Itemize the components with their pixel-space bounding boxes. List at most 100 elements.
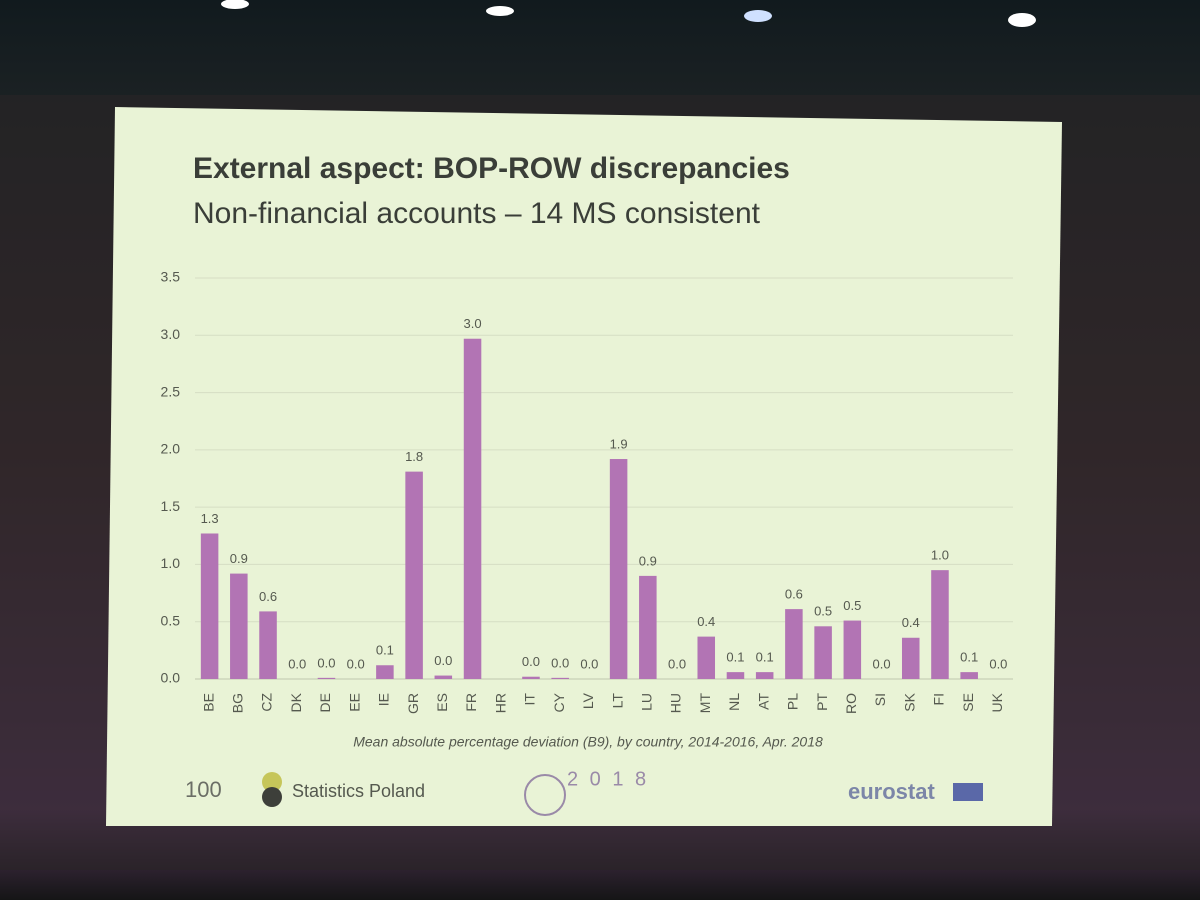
- x-tick-label: SE: [960, 693, 976, 712]
- plot: 0.0 0.5 1.0 1.5 2.0 2.5 3.0 3.5 BE 1.3 BG 0.9 CZ 0.6 D…: [161, 269, 1013, 714]
- value-label: 0.1: [756, 650, 774, 665]
- x-tick-label: PL: [785, 693, 801, 710]
- caption: Mean absolute percentage deviation (B9),…: [353, 734, 823, 750]
- logo-flag: [953, 783, 983, 801]
- x-tick-label: AT: [755, 693, 771, 710]
- x-tick-label: NL: [726, 693, 742, 711]
- bar: [639, 575, 657, 679]
- logo-text: Statistics Poland: [292, 781, 425, 801]
- x-tick-label: DE: [317, 693, 333, 712]
- value-label: 0.9: [639, 553, 657, 568]
- logo-text: 100: [185, 777, 222, 802]
- value-label: 0.0: [551, 655, 569, 670]
- x-tick-label: CZ: [259, 693, 275, 712]
- bar: [200, 533, 219, 679]
- ceiling-light: [221, 0, 249, 9]
- logo-icon: [262, 787, 282, 807]
- bar: [931, 570, 949, 679]
- x-tick-label: RO: [843, 693, 859, 714]
- value-label: 0.1: [726, 650, 744, 665]
- y-tick-label: 1.5: [161, 498, 181, 514]
- bar: [726, 672, 745, 679]
- bar: [755, 672, 774, 679]
- value-label: 0.1: [960, 650, 978, 665]
- bar: [609, 459, 628, 679]
- value-label: 0.0: [288, 656, 306, 671]
- value-label: 1.0: [931, 548, 949, 563]
- ceiling-light: [486, 6, 514, 16]
- logo-icon: [524, 774, 566, 816]
- value-label: 0.1: [376, 643, 394, 658]
- value-label: 0.0: [434, 653, 452, 668]
- y-tick-label: 2.0: [161, 441, 181, 457]
- x-tick-label: BE: [200, 693, 216, 712]
- y-tick-label: 1.0: [161, 555, 181, 571]
- x-tick-label: LV: [580, 692, 596, 709]
- value-label: 0.5: [843, 598, 861, 613]
- x-tick-label: LT: [609, 693, 625, 709]
- bar: [522, 676, 540, 679]
- ceiling-light: [1008, 13, 1036, 27]
- value-label: 0.5: [814, 604, 832, 619]
- x-tick-label: FI: [931, 693, 947, 705]
- value-label: 0.4: [697, 614, 715, 629]
- x-tick-label: LU: [639, 693, 655, 711]
- value-label: 0.6: [259, 589, 277, 604]
- y-tick-label: 3.0: [161, 326, 181, 342]
- value-label: 0.0: [317, 655, 335, 670]
- bar: [434, 675, 453, 679]
- logo-text: 2 0 1 8: [567, 768, 649, 790]
- y-tick-label: 0.5: [161, 612, 181, 628]
- value-label: 0.9: [230, 551, 248, 566]
- bar: [843, 620, 862, 679]
- bar: [697, 636, 716, 679]
- y-tick-label: 0.0: [161, 670, 181, 686]
- value-label: 0.0: [347, 656, 365, 671]
- bar: [317, 677, 336, 679]
- y-tick-label: 2.5: [161, 383, 181, 399]
- value-label: 0.0: [668, 656, 686, 671]
- value-label: 0.0: [580, 656, 598, 671]
- value-label: 3.0: [463, 316, 481, 331]
- value-label: 0.0: [872, 656, 890, 671]
- y-tick-label: 3.5: [161, 269, 181, 285]
- x-tick-label: EE: [346, 693, 362, 712]
- value-label: 0.0: [989, 656, 1007, 671]
- bar: [960, 672, 978, 679]
- value-label: 0.0: [522, 654, 540, 669]
- x-tick-label: PT: [814, 693, 830, 711]
- value-label: 1.8: [405, 449, 423, 464]
- slide-title: External aspect: BOP-ROW discrepancies: [193, 152, 790, 185]
- bar: [551, 677, 569, 679]
- bar: [376, 665, 394, 679]
- value-label: 0.4: [902, 615, 920, 630]
- ceiling-light: [744, 10, 772, 22]
- x-tick-label: FR: [463, 693, 479, 712]
- x-tick-label: SK: [901, 692, 917, 711]
- x-tick-label: IT: [522, 693, 538, 706]
- bar: [259, 611, 277, 679]
- slide-subtitle: Non-financial accounts – 14 MS consisten…: [193, 197, 761, 230]
- x-tick-label: BG: [230, 693, 246, 713]
- x-tick-label: IE: [376, 693, 392, 706]
- bar: [405, 471, 423, 679]
- x-tick-label: UK: [989, 692, 1005, 712]
- logo-text: eurostat: [848, 779, 935, 804]
- bar: [230, 573, 248, 679]
- x-tick-label: HU: [668, 693, 684, 713]
- bar: [814, 626, 832, 679]
- value-label: 1.3: [201, 511, 219, 526]
- x-tick-label: MT: [697, 693, 713, 714]
- x-tick-label: HR: [492, 693, 508, 713]
- bar: [463, 338, 482, 679]
- bar: [785, 609, 803, 679]
- bar: [901, 637, 920, 679]
- x-tick-label: CY: [551, 692, 567, 712]
- x-tick-label: DK: [288, 692, 304, 712]
- value-label: 1.9: [610, 436, 628, 451]
- x-tick-label: SI: [872, 693, 888, 706]
- value-label: 0.6: [785, 587, 803, 602]
- x-tick-label: ES: [434, 693, 450, 712]
- x-tick-label: GR: [405, 693, 421, 714]
